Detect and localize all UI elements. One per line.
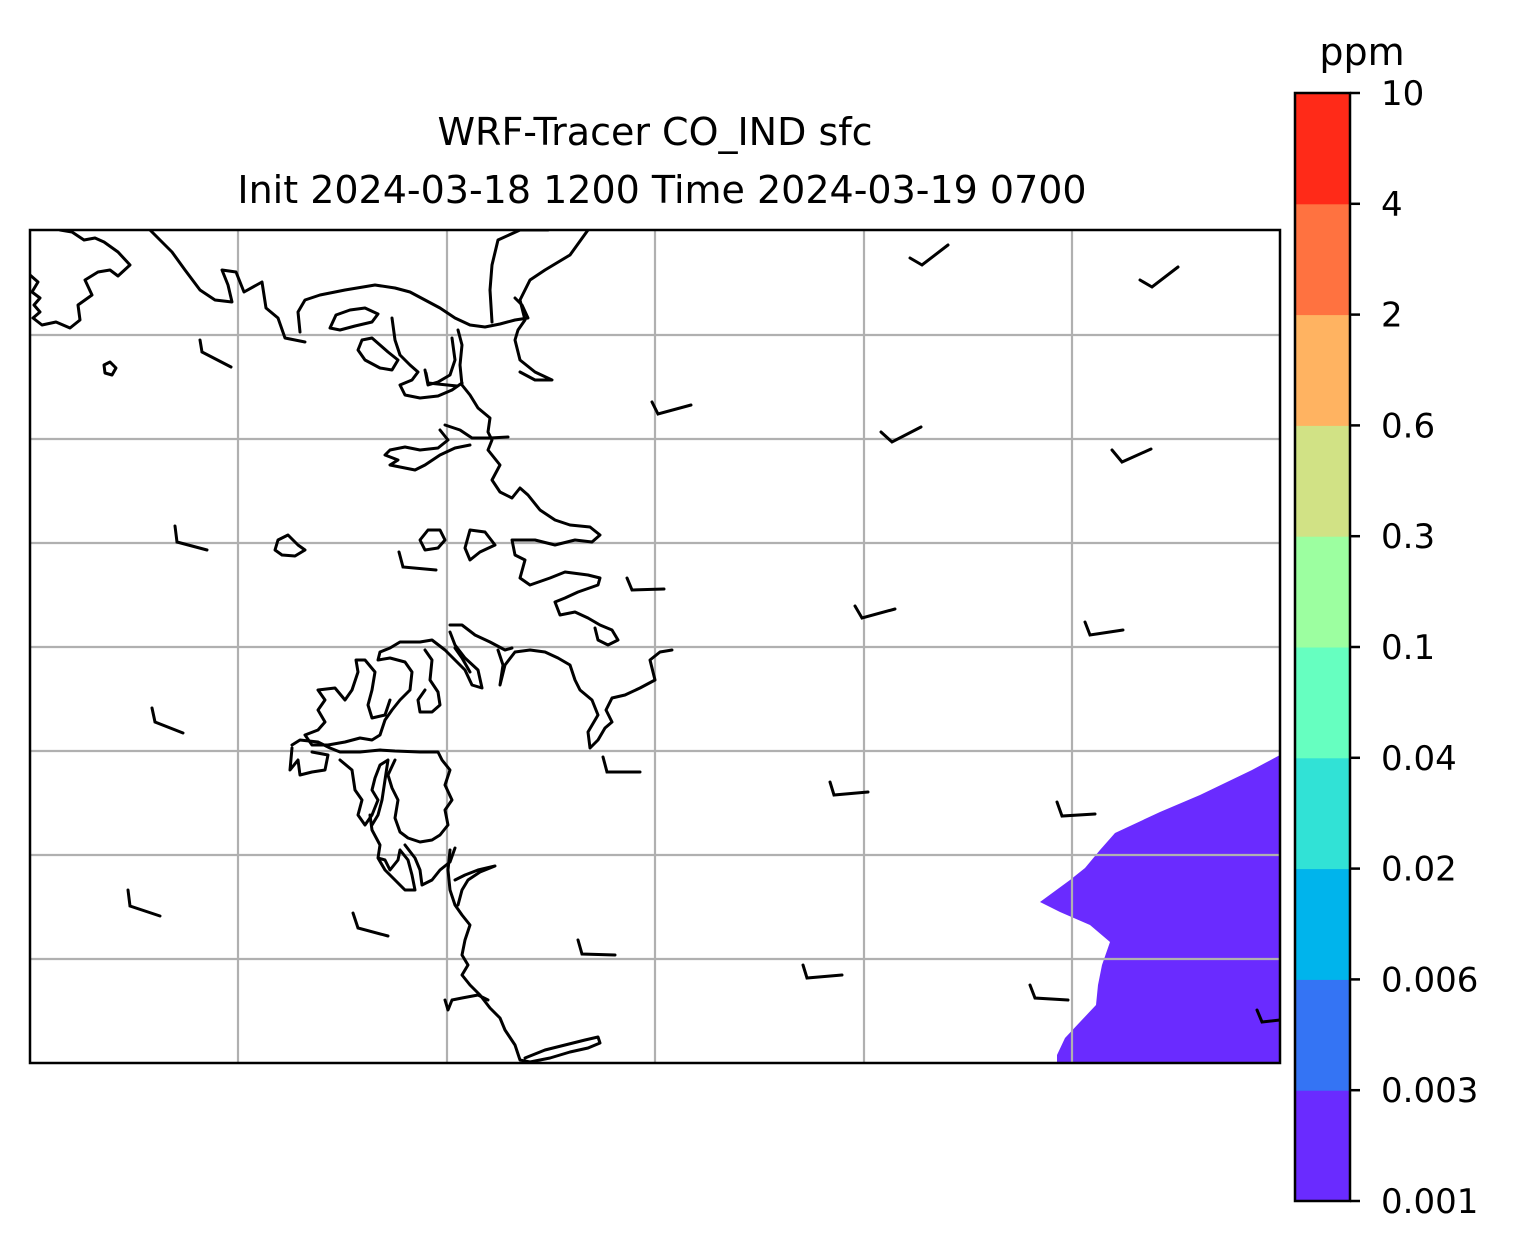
colorbar-segment — [1295, 868, 1350, 980]
colorbar: ppm 0.001 0.003 0.006 0.02 0.04 0.1 0.3 0.6 2 4 10 — [1293, 30, 1478, 1222]
map-gridlines — [30, 230, 1280, 1063]
colorbar-tick-label: 2 — [1381, 296, 1403, 336]
figure-title-line1: WRF-Tracer CO_IND sfc — [437, 110, 872, 154]
colorbar-segment — [1295, 647, 1350, 759]
colorbar-tick-label: 0.04 — [1381, 739, 1457, 779]
wind-barbs — [126, 243, 1280, 1024]
map-frame — [28, 228, 1282, 1065]
tracer-filled-region — [1040, 755, 1280, 1063]
map-panel — [28, 228, 1282, 1065]
colorbar-tick-label: 0.1 — [1381, 628, 1435, 668]
colorbar-tick-label: 0.003 — [1381, 1071, 1478, 1111]
colorbar-tick-label: 0.6 — [1381, 406, 1435, 446]
colorbar-segment — [1295, 1090, 1350, 1202]
colorbar-segment — [1295, 93, 1350, 205]
figure-title-line2: Init 2024-03-18 1200 Time 2024-03-19 070… — [237, 168, 1086, 212]
colorbar-tick-label: 0.02 — [1381, 850, 1457, 890]
colorbar-tick-label: 4 — [1381, 185, 1403, 225]
colorbar-segment — [1295, 979, 1350, 1091]
coastlines — [30, 230, 674, 1063]
colorbar-unit-label: ppm — [1319, 30, 1404, 74]
colorbar-tick-label: 10 — [1381, 74, 1424, 114]
colorbar-segment — [1295, 425, 1350, 537]
colorbar-segment — [1295, 314, 1350, 426]
colorbar-segment — [1295, 536, 1350, 648]
colorbar-tick-label: 0.3 — [1381, 517, 1435, 557]
colorbar-tick-label: 0.001 — [1381, 1182, 1478, 1222]
colorbar-segment — [1295, 757, 1350, 870]
colorbar-segment — [1295, 203, 1350, 316]
colorbar-tick-label: 0.006 — [1381, 960, 1478, 1000]
